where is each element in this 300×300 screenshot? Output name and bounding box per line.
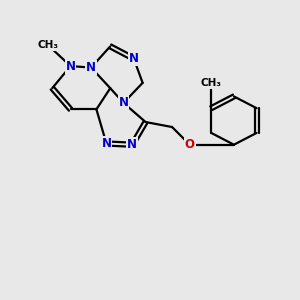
Text: O: O xyxy=(185,138,195,151)
Text: CH₃: CH₃ xyxy=(38,40,59,50)
Text: N: N xyxy=(65,60,76,73)
Text: N: N xyxy=(127,138,137,151)
Text: N: N xyxy=(101,137,111,150)
Text: N: N xyxy=(129,52,139,65)
Text: N: N xyxy=(118,96,128,110)
Text: N: N xyxy=(86,61,96,74)
Text: CH₃: CH₃ xyxy=(201,78,222,88)
